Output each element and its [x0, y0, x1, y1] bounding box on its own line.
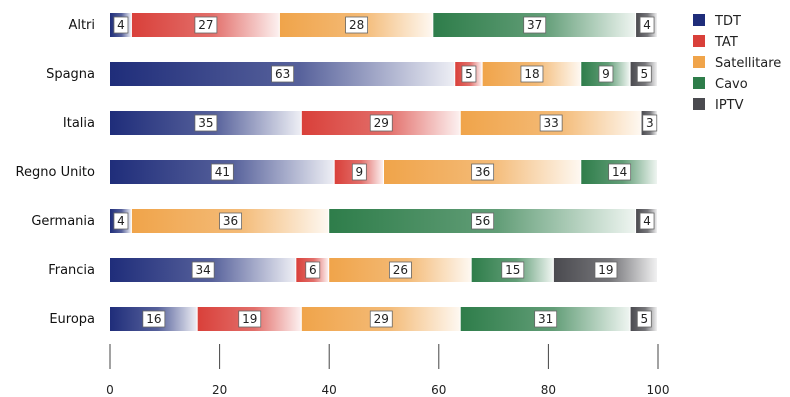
- data-label: 34: [196, 263, 211, 277]
- data-label-box: [639, 212, 655, 230]
- data-label-box: [501, 261, 525, 279]
- legend-swatch: [693, 77, 705, 89]
- data-label-box: [194, 114, 218, 132]
- data-label-box: [636, 310, 652, 328]
- data-label: 3: [646, 116, 654, 130]
- data-label-box: [598, 65, 614, 83]
- data-label: 4: [117, 18, 125, 32]
- category-label: Regno Unito: [16, 165, 95, 180]
- data-label: 26: [393, 263, 408, 277]
- data-label: 16: [146, 312, 161, 326]
- data-label-box: [194, 16, 218, 34]
- data-label-box: [351, 163, 367, 181]
- data-label: 31: [538, 312, 553, 326]
- data-label: 29: [374, 116, 389, 130]
- data-label-box: [389, 261, 412, 279]
- data-label-box: [369, 310, 393, 328]
- legend-label: Satellitare: [715, 56, 781, 71]
- bars-area: 4 27 28 37 463 5 18 9 535 29 33 341 9 36 144 36 56 434 6 26…: [110, 13, 658, 331]
- legend-label: IPTV: [715, 98, 744, 113]
- data-label: 36: [223, 214, 238, 228]
- legend-label: TDT: [714, 14, 741, 29]
- legend-swatch: [693, 56, 705, 68]
- data-label: 56: [475, 214, 490, 228]
- data-label-box: [461, 65, 477, 83]
- data-label: 37: [527, 18, 542, 32]
- x-tick-label: 100: [647, 383, 670, 397]
- data-label: 19: [598, 263, 613, 277]
- category-label: Germania: [31, 214, 95, 229]
- data-label: 5: [640, 67, 648, 81]
- data-label: 6: [309, 263, 317, 277]
- data-label-box: [113, 212, 129, 230]
- category-labels: Altri Spagna Italia Regno Unito Germania Fran…: [16, 18, 95, 327]
- data-label: 5: [640, 312, 648, 326]
- data-label-box: [238, 310, 262, 328]
- data-label-box: [210, 163, 234, 181]
- data-label-box: [642, 114, 658, 132]
- data-label: 4: [643, 214, 651, 228]
- data-label: 28: [349, 18, 364, 32]
- legend-swatch: [693, 14, 705, 26]
- data-label: 9: [602, 67, 610, 81]
- x-tick-label: 20: [212, 383, 227, 397]
- data-label-box: [345, 16, 369, 34]
- x-tick-label: 40: [322, 383, 337, 397]
- data-label-box: [520, 65, 544, 83]
- data-label-box: [471, 212, 495, 230]
- category-label: Francia: [48, 263, 95, 278]
- category-label: Europa: [49, 312, 95, 327]
- data-label-box: [369, 114, 393, 132]
- data-label: 9: [356, 165, 364, 179]
- data-label-box: [219, 212, 242, 230]
- data-label-box: [539, 114, 563, 132]
- data-label-box: [271, 65, 295, 83]
- data-label-box: [594, 261, 618, 279]
- data-label-box: [471, 163, 495, 181]
- legend-swatch: [693, 98, 705, 110]
- data-label-box: [523, 16, 547, 34]
- data-label-box: [305, 261, 321, 279]
- category-label: Italia: [63, 116, 95, 131]
- data-label: 36: [475, 165, 490, 179]
- data-label-box: [608, 163, 632, 181]
- data-label: 35: [198, 116, 213, 130]
- data-label-box: [636, 65, 652, 83]
- data-label: 15: [505, 263, 520, 277]
- x-tick-label: 0: [106, 383, 114, 397]
- data-label: 33: [543, 116, 558, 130]
- legend-label: Cavo: [715, 77, 748, 92]
- data-label: 5: [465, 67, 473, 81]
- data-label: 63: [275, 67, 290, 81]
- data-label-box: [534, 310, 558, 328]
- data-label: 29: [374, 312, 389, 326]
- data-label: 27: [198, 18, 213, 32]
- data-label: 41: [215, 165, 230, 179]
- data-label: 18: [524, 67, 539, 81]
- legend-label: TAT: [714, 35, 738, 50]
- legend: TDT TAT Satellitare Cavo IPTV: [693, 14, 781, 113]
- data-label: 4: [117, 214, 125, 228]
- data-label: 14: [612, 165, 627, 179]
- category-label: Spagna: [46, 67, 95, 82]
- x-tick-label: 60: [431, 383, 446, 397]
- data-label-box: [639, 16, 655, 34]
- legend-swatch: [693, 35, 705, 47]
- x-axis: 0 20 40 60 80 100: [106, 344, 669, 397]
- data-label: 19: [242, 312, 257, 326]
- x-tick-label: 80: [541, 383, 556, 397]
- data-label: 4: [643, 18, 651, 32]
- category-label: Altri: [68, 18, 95, 33]
- data-label-box: [142, 310, 166, 328]
- data-label-box: [113, 16, 129, 34]
- data-label-box: [191, 261, 215, 279]
